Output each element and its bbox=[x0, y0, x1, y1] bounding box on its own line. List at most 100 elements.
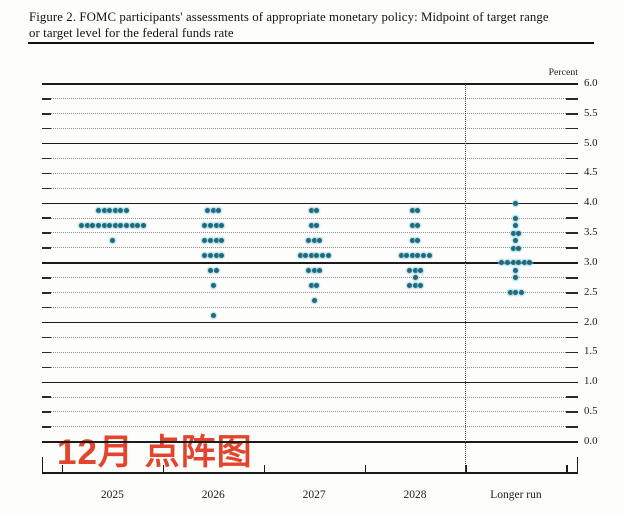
projection-dot bbox=[325, 253, 331, 259]
projection-dot bbox=[213, 223, 219, 229]
projection-dot bbox=[213, 267, 219, 273]
projection-dot bbox=[513, 238, 519, 244]
y-tick-left-5.75 bbox=[42, 98, 51, 100]
projection-dot bbox=[202, 238, 208, 244]
y-tick-right-5.75 bbox=[566, 98, 578, 100]
x-axis-right-cap bbox=[576, 457, 578, 472]
projection-dot bbox=[306, 267, 312, 273]
projection-dot bbox=[129, 223, 135, 229]
x-axis-label-2026: 2026 bbox=[201, 489, 225, 501]
projection-dot bbox=[140, 223, 146, 229]
projection-dot bbox=[112, 208, 118, 214]
y-tick-right-1.50 bbox=[566, 351, 578, 354]
y-axis-label-1.5: 1.5 bbox=[584, 345, 598, 358]
projection-dot bbox=[306, 238, 312, 244]
y-axis-label-3.0: 3.0 bbox=[584, 255, 598, 268]
y-tick-left-4.75 bbox=[42, 157, 51, 160]
projection-dot bbox=[415, 223, 421, 229]
y-tick-right-5.50 bbox=[566, 113, 578, 115]
gridline-4.50 bbox=[51, 172, 566, 174]
projection-dot bbox=[210, 312, 216, 318]
x-axis-label-2025: 2025 bbox=[100, 489, 124, 501]
projection-dot bbox=[297, 253, 303, 259]
gridline-5.00 bbox=[42, 142, 578, 145]
projection-dot bbox=[513, 215, 519, 221]
y-tick-left-5.50 bbox=[42, 113, 51, 115]
x-axis-tick-1 bbox=[162, 465, 165, 472]
projection-dot bbox=[513, 267, 519, 273]
gridline-1.50 bbox=[51, 351, 566, 353]
y-axis-label-1.0: 1.0 bbox=[584, 375, 598, 388]
y-tick-left-2.25 bbox=[42, 306, 51, 309]
annotation-december-dot-plot: 12月 点阵图 bbox=[57, 433, 253, 472]
y-tick-left-3.25 bbox=[42, 247, 51, 249]
gridline-5.75 bbox=[51, 98, 566, 100]
gridline-6.00 bbox=[42, 83, 578, 85]
projection-dot bbox=[311, 297, 317, 303]
projection-dot bbox=[118, 223, 124, 229]
projection-dot bbox=[406, 282, 412, 288]
gridline-0.75 bbox=[51, 396, 566, 398]
projection-dot bbox=[95, 223, 101, 229]
projection-dot bbox=[207, 223, 213, 229]
gridline-5.50 bbox=[51, 113, 566, 115]
projection-dot bbox=[317, 238, 323, 244]
projection-dot bbox=[205, 208, 211, 214]
projection-dot bbox=[409, 253, 415, 259]
projection-dot bbox=[123, 223, 129, 229]
projection-dot bbox=[219, 238, 225, 244]
y-tick-left-1.75 bbox=[42, 336, 51, 339]
y-tick-right-3.50 bbox=[566, 232, 578, 234]
projection-dot bbox=[314, 208, 320, 214]
x-axis-label-longer-run: Longer run bbox=[490, 489, 542, 501]
y-axis-label-2.5: 2.5 bbox=[584, 285, 598, 298]
y-tick-left-1.25 bbox=[42, 366, 51, 369]
projection-dot bbox=[90, 223, 96, 229]
y-axis-label-2.0: 2.0 bbox=[584, 315, 598, 328]
projection-dot bbox=[79, 223, 85, 229]
projection-dot bbox=[303, 253, 309, 259]
projection-dot bbox=[118, 208, 124, 214]
x-axis-tick-2 bbox=[263, 465, 266, 472]
projection-dot bbox=[513, 223, 519, 229]
projection-dot bbox=[516, 230, 522, 236]
projection-dot bbox=[505, 260, 511, 266]
projection-dot bbox=[507, 290, 513, 296]
projection-dot bbox=[527, 260, 533, 266]
gridline-1.75 bbox=[51, 336, 566, 338]
y-axis-label-0.5: 0.5 bbox=[584, 405, 598, 418]
y-axis-label-5.5: 5.5 bbox=[584, 106, 598, 119]
y-tick-right-1.25 bbox=[566, 366, 578, 369]
projection-dot bbox=[308, 253, 314, 259]
projection-dot bbox=[207, 238, 213, 244]
projection-dot bbox=[107, 208, 113, 214]
y-axis-label-6.0: 6.0 bbox=[584, 77, 598, 89]
projection-dot bbox=[406, 267, 412, 273]
gridline-2.25 bbox=[51, 307, 566, 309]
projection-dot bbox=[207, 267, 213, 273]
y-tick-right-2.25 bbox=[566, 306, 578, 309]
projection-dot bbox=[101, 208, 107, 214]
projection-dot bbox=[412, 282, 418, 288]
projection-dot bbox=[101, 223, 107, 229]
y-tick-left-0.75 bbox=[42, 396, 51, 398]
y-axis-label-0.0: 0.0 bbox=[584, 434, 598, 447]
projection-dot bbox=[513, 275, 519, 281]
gridline-4.00 bbox=[42, 202, 578, 204]
y-axis-label-3.5: 3.5 bbox=[584, 226, 598, 239]
gridline-3.75 bbox=[51, 217, 566, 219]
gridline-2.00 bbox=[42, 321, 578, 324]
y-tick-left-3.50 bbox=[42, 232, 51, 234]
projection-dot bbox=[210, 208, 216, 214]
projection-dot bbox=[513, 200, 519, 206]
y-tick-left-4.25 bbox=[42, 187, 51, 190]
gridline-4.25 bbox=[51, 187, 566, 189]
y-tick-right-0.50 bbox=[566, 411, 578, 413]
y-tick-right-5.25 bbox=[566, 127, 578, 130]
y-tick-left-2.75 bbox=[42, 277, 51, 279]
y-tick-left-3.75 bbox=[42, 217, 51, 219]
x-axis-line bbox=[42, 472, 578, 474]
projection-dot bbox=[415, 253, 421, 259]
projection-dot bbox=[314, 282, 320, 288]
y-tick-right-4.25 bbox=[566, 187, 578, 190]
